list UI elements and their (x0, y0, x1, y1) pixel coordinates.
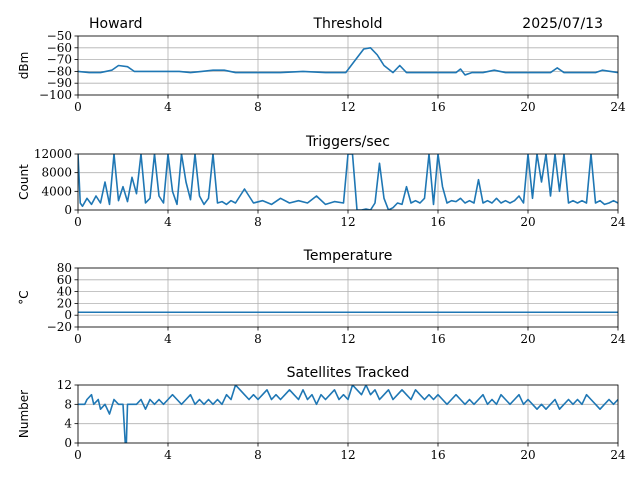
triggers-sec-title: Triggers/sec (305, 134, 390, 150)
threshold-x-tick-label: 8 (254, 100, 262, 114)
threshold-x-tick-label: 16 (430, 100, 445, 114)
temperature-y-tick-label: 60 (57, 273, 72, 287)
triggers-sec-series-line (78, 154, 618, 210)
triggers-sec-y-tick-label: 12000 (34, 147, 72, 161)
threshold-series-line (78, 47, 618, 76)
satellites-tracked-y-tick-label: 4 (64, 417, 72, 431)
temperature-title: Temperature (303, 248, 393, 264)
threshold-y-tick-label: −50 (47, 29, 72, 43)
temperature-y-tick-label: 80 (57, 261, 72, 275)
threshold-x-tick-label: 20 (520, 100, 535, 114)
triggers-sec-x-tick-label: 20 (520, 215, 535, 229)
triggers-sec-y-tick-label: 0 (64, 203, 72, 217)
satellites-tracked-x-tick-label: 12 (340, 448, 355, 462)
satellites-tracked-title: Satellites Tracked (287, 365, 410, 381)
satellites-tracked-y-axis-label: Number (17, 390, 31, 438)
threshold-y-tick-label: −100 (39, 88, 72, 102)
temperature-x-tick-label: 16 (430, 332, 445, 346)
temperature-x-tick-label: 8 (254, 332, 262, 346)
threshold-x-tick-label: 24 (610, 100, 626, 114)
threshold-y-tick-label: −70 (47, 53, 72, 67)
triggers-sec-y-tick-label: 4000 (41, 184, 72, 198)
satellites-tracked-x-tick-label: 16 (430, 448, 445, 462)
temperature-x-tick-label: 12 (340, 332, 355, 346)
satellites-tracked-series-line (78, 385, 618, 443)
triggers-sec-x-tick-label: 16 (430, 215, 445, 229)
threshold-y-tick-label: −80 (47, 64, 72, 78)
threshold-y-tick-label: −90 (47, 76, 72, 90)
triggers-sec-x-tick-label: 0 (74, 215, 82, 229)
satellites-tracked-x-tick-label: 8 (254, 448, 262, 462)
satellites-tracked-chart: 0 4 8 12 16 20 24 0 4 8 12 Satellites Tracked Number (17, 365, 626, 462)
threshold-chart: 0 4 8 12 16 20 24 −100−90−80−70−60−50 Threshold d… (17, 16, 626, 114)
triggers-sec-x-tick-label: 24 (610, 215, 626, 229)
temperature-x-tick-label: 0 (74, 332, 82, 346)
satellites-tracked-y-tick-label: 0 (64, 436, 72, 450)
station-label: Howard (89, 16, 143, 32)
threshold-y-axis-label: dBm (17, 52, 31, 80)
temperature-x-tick-label: 24 (610, 332, 626, 346)
threshold-y-tick-label: −60 (47, 41, 72, 55)
threshold-x-tick-label: 4 (164, 100, 172, 114)
triggers-sec-y-axis-label: Count (17, 164, 31, 200)
temperature-y-tick-label: 0 (64, 308, 72, 322)
temperature-x-tick-label: 20 (520, 332, 535, 346)
temperature-y-tick-label: −20 (47, 320, 72, 334)
threshold-x-tick-label: 0 (74, 100, 82, 114)
chart-panels: 0 4 8 12 16 20 24 −100−90−80−70−60−50 Threshold d… (17, 16, 626, 462)
triggers-sec-y-tick-label: 8000 (41, 166, 72, 180)
temperature-y-tick-label: 20 (57, 296, 72, 310)
triggers-sec-x-tick-label: 12 (340, 215, 355, 229)
triggers-sec-x-tick-label: 4 (164, 215, 172, 229)
satellites-tracked-y-tick-label: 12 (57, 378, 72, 392)
triggers-sec-x-tick-label: 8 (254, 215, 262, 229)
temperature-x-tick-label: 4 (164, 332, 172, 346)
satellites-tracked-x-tick-label: 24 (610, 448, 626, 462)
date-label: 2025/07/13 (522, 16, 603, 32)
temperature-y-axis-label: °C (17, 290, 31, 304)
satellites-tracked-y-tick-label: 8 (64, 397, 72, 411)
temperature-y-tick-label: 40 (57, 285, 72, 299)
threshold-title: Threshold (313, 16, 383, 32)
triggers-sec-chart: 0 4 8 12 16 20 24 0 4000 8000 12000 Triggers/sec Cou… (17, 134, 626, 229)
satellites-tracked-x-tick-label: 4 (164, 448, 172, 462)
satellites-tracked-x-tick-label: 0 (74, 448, 82, 462)
threshold-x-tick-label: 12 (340, 100, 355, 114)
satellites-tracked-x-tick-label: 20 (520, 448, 535, 462)
